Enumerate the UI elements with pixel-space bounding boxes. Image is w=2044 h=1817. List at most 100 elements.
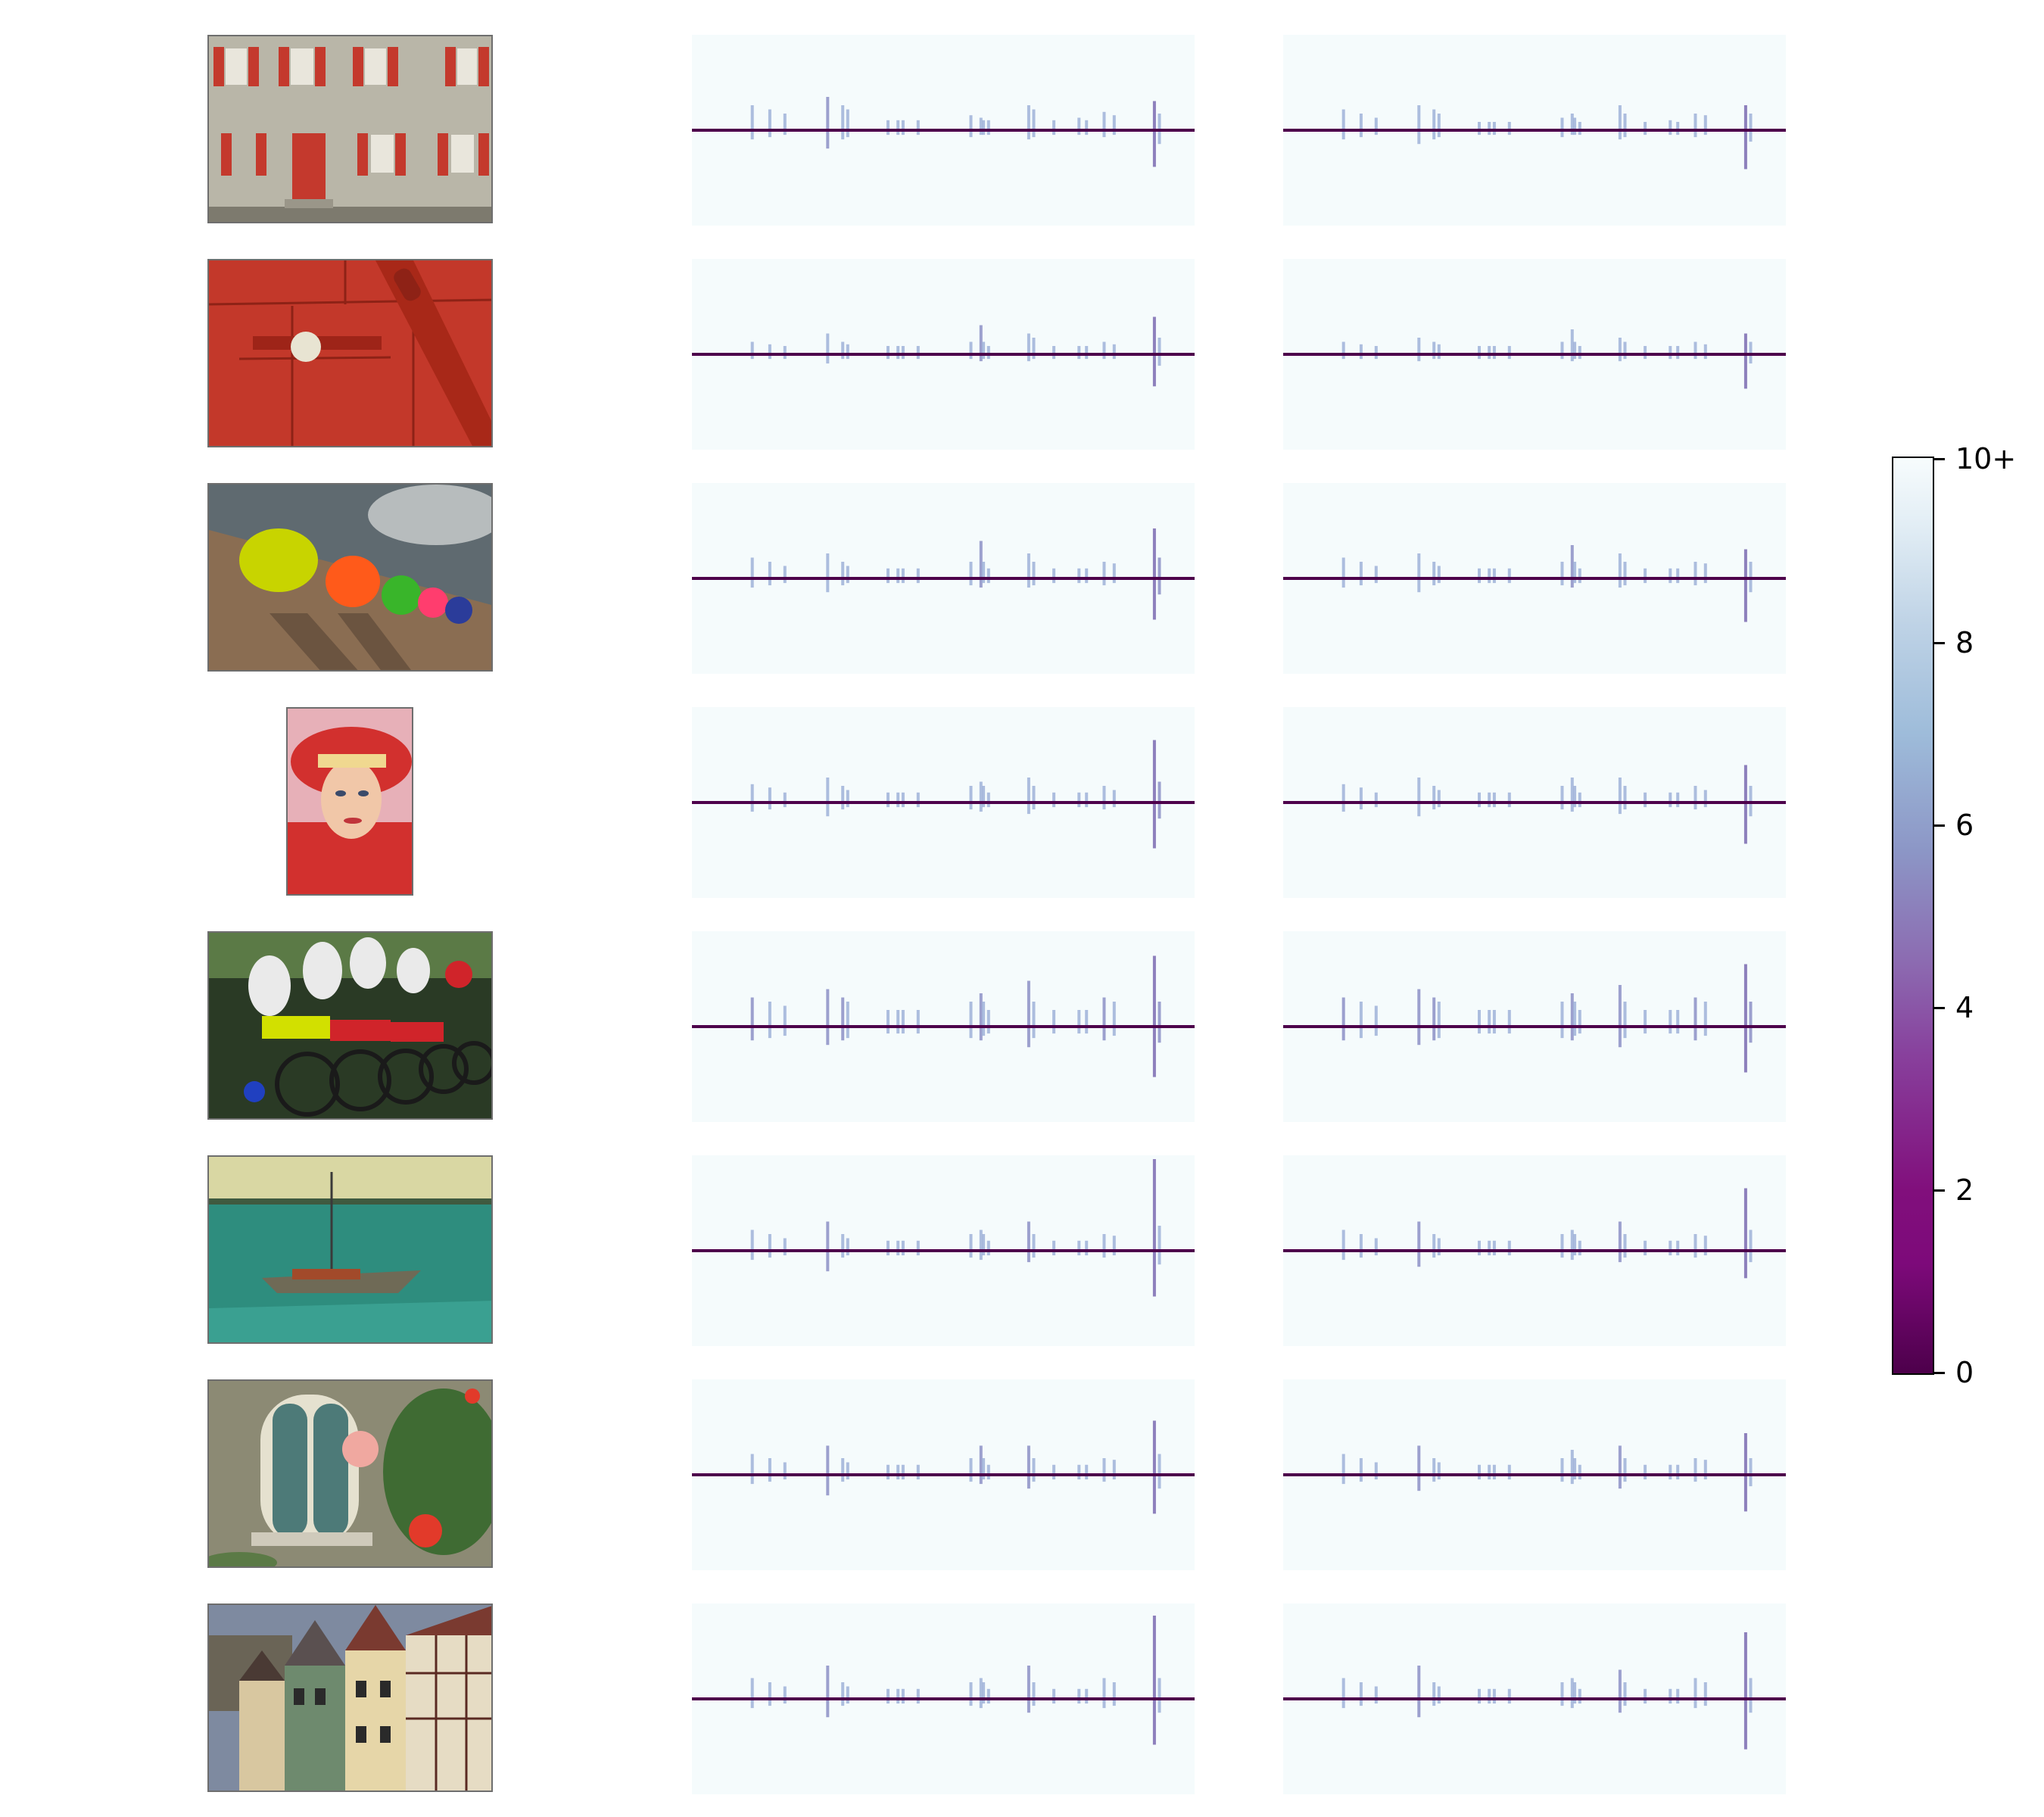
- colorbar-tick-mark: [1934, 458, 1945, 460]
- heatmap-spike: [1102, 562, 1106, 586]
- heatmap-spike: [841, 562, 845, 586]
- heatmap-panel: [692, 931, 1195, 1122]
- heatmap-spike: [1578, 346, 1581, 360]
- heatmap-spike: [1743, 333, 1747, 389]
- heatmap-spike: [969, 786, 973, 810]
- heatmap-spike: [1077, 346, 1081, 360]
- heatmap-spike: [886, 1464, 890, 1480]
- heatmap-spike: [1158, 1678, 1161, 1713]
- heatmap-spike: [750, 105, 754, 140]
- heatmap-spike: [916, 1010, 920, 1034]
- heatmap-spike: [1032, 109, 1036, 138]
- heatmap-spike: [1488, 1010, 1491, 1034]
- heatmap-spike: [1669, 120, 1672, 136]
- heatmap-spike: [1507, 1464, 1511, 1480]
- heatmap-spike: [1077, 792, 1081, 808]
- heatmap-spike: [846, 1686, 849, 1704]
- thumbnail-motocross: [207, 931, 493, 1120]
- heatmap-spike: [1570, 545, 1574, 588]
- heatmap-spike: [1152, 1159, 1156, 1297]
- heatmap-spike: [1560, 117, 1564, 138]
- heatmap-spike: [979, 541, 983, 588]
- heatmap-spike: [1749, 1002, 1753, 1043]
- heatmap-spike: [1507, 122, 1511, 136]
- thumbnail-house: [207, 35, 493, 223]
- heatmap-panel: [1283, 1155, 1786, 1346]
- heatmap-svg: [1283, 707, 1786, 898]
- heatmap-spike: [1573, 786, 1577, 808]
- heatmap-spike: [1676, 1010, 1680, 1034]
- heatmap-spike: [1676, 1464, 1680, 1480]
- colorbar-tick-label: 0: [1955, 1356, 1974, 1389]
- heatmap-spike: [1693, 341, 1697, 360]
- heatmap-spike: [826, 1666, 830, 1718]
- heatmap-spike: [1669, 1464, 1672, 1480]
- heatmap-svg: [1283, 35, 1786, 226]
- heatmap-spike: [1693, 786, 1697, 810]
- heatmap-spike: [1488, 568, 1491, 584]
- heatmap-spike: [841, 1682, 845, 1706]
- heatmap-spike: [846, 566, 849, 584]
- heatmap-panel: [1283, 35, 1786, 226]
- heatmap-spike: [841, 786, 845, 810]
- heatmap-spike: [1437, 1686, 1441, 1704]
- heatmap-spike: [896, 1688, 900, 1704]
- heatmap-spike: [750, 557, 754, 588]
- heatmap-spike: [1676, 792, 1680, 808]
- heatmap-spike: [750, 997, 754, 1041]
- colorbar-tick-label: 8: [1955, 626, 1974, 659]
- heatmap-spike: [1359, 787, 1363, 810]
- heatmap-spike: [1623, 114, 1627, 138]
- heatmap-spike: [1578, 568, 1581, 584]
- heatmap-spike: [1618, 1445, 1622, 1489]
- heatmap-spike: [1618, 1669, 1622, 1713]
- heatmap-spike: [1743, 1632, 1747, 1750]
- heatmap-spike: [1743, 964, 1747, 1073]
- heatmap-spike: [768, 344, 771, 360]
- heatmap-spike: [1669, 1010, 1672, 1034]
- colorbar-tick-mark: [1934, 642, 1945, 644]
- heatmap-svg: [1283, 483, 1786, 674]
- heatmap-svg: [692, 35, 1195, 226]
- heatmap-spike: [1102, 1458, 1106, 1482]
- heatmap-spike: [1112, 115, 1116, 136]
- heatmap-spike: [1573, 341, 1577, 360]
- heatmap-spike: [1052, 120, 1056, 136]
- heatmap-spike: [1578, 792, 1581, 808]
- heatmap-spike: [1693, 997, 1697, 1041]
- heatmap-spike: [986, 1010, 990, 1034]
- heatmap-spike: [1492, 792, 1496, 808]
- heatmap-spike: [1703, 344, 1707, 360]
- heatmap-spike: [1749, 1230, 1753, 1263]
- heatmap-spike: [1077, 117, 1081, 136]
- heatmap-spike: [1112, 563, 1116, 584]
- heatmap-spike: [783, 1686, 787, 1704]
- heatmap-spike: [1341, 784, 1345, 812]
- heatmap-spike: [969, 1458, 973, 1482]
- heatmap-spike: [1085, 120, 1089, 136]
- heatmap-baseline: [692, 577, 1195, 580]
- heatmap-spike: [1703, 563, 1707, 584]
- colorbar-tick-label: 2: [1955, 1173, 1974, 1207]
- heatmap-spike: [1693, 1678, 1697, 1709]
- thumbnail-houses: [207, 1604, 493, 1792]
- heatmap-spike: [1032, 1458, 1036, 1482]
- heatmap-spike: [886, 1688, 890, 1704]
- heatmap-spike: [1437, 114, 1441, 138]
- heatmap-spike: [1077, 1688, 1081, 1704]
- heatmap-baseline: [692, 129, 1195, 132]
- heatmap-spike: [896, 120, 900, 136]
- heatmap-baseline: [692, 1025, 1195, 1028]
- heatmap-svg: [692, 483, 1195, 674]
- heatmap-spike: [1432, 562, 1436, 586]
- heatmap-spike: [1417, 1445, 1421, 1491]
- heatmap-spike: [1152, 955, 1156, 1077]
- heatmap-spike: [1341, 341, 1345, 360]
- heatmap-spike: [1374, 346, 1378, 360]
- heatmap-spike: [1085, 346, 1089, 360]
- heatmap-spike: [986, 568, 990, 584]
- heatmap-spike: [1623, 1682, 1627, 1706]
- heatmap-spike: [1032, 562, 1036, 586]
- heatmap-spike: [1492, 1010, 1496, 1034]
- heatmap-baseline: [1283, 1697, 1786, 1700]
